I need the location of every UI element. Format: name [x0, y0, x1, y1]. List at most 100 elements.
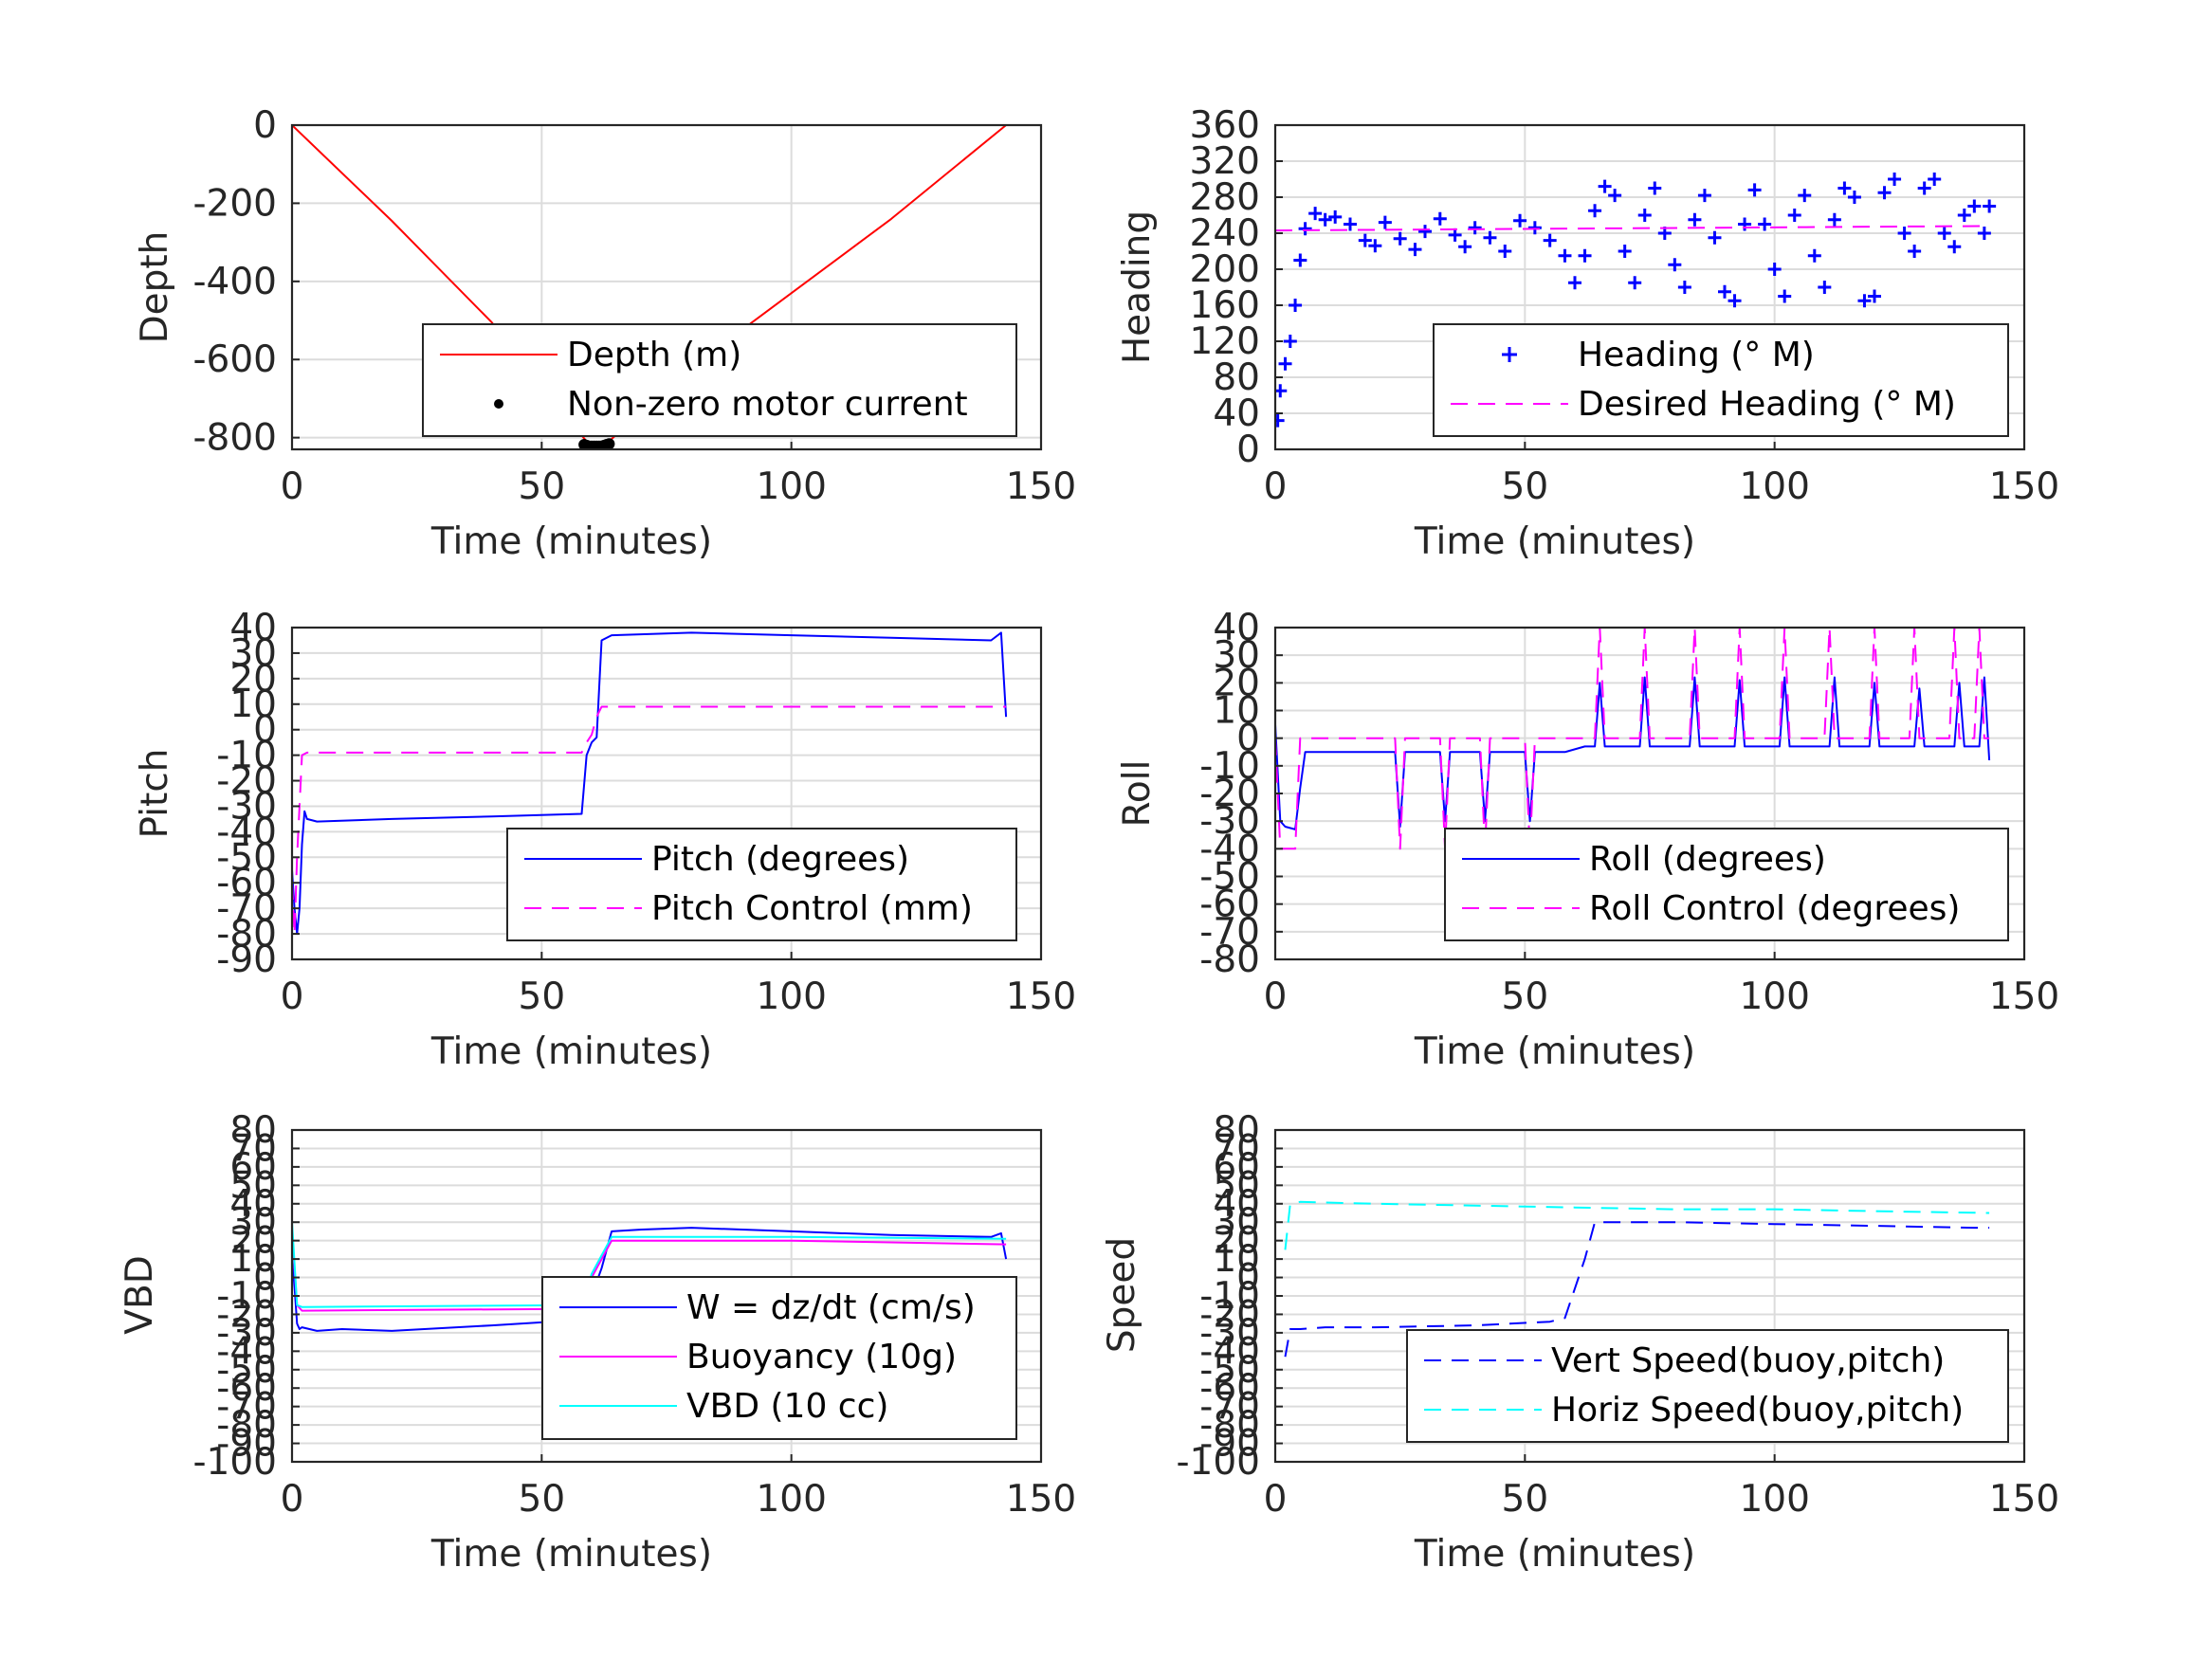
series-group — [292, 631, 1008, 936]
y-tick-label: -30 — [216, 785, 277, 828]
data-point — [1527, 221, 1542, 235]
x-tick-label: 0 — [281, 975, 304, 1018]
legend-box — [422, 323, 1017, 437]
y-tick-label: -40 — [216, 811, 277, 853]
y-tick-label: -20 — [1199, 773, 1260, 815]
data-point — [1967, 199, 1982, 213]
data-point — [1283, 335, 1297, 348]
x-axis-label: Time (minutes) — [1414, 520, 1695, 563]
data-point — [1827, 212, 1841, 227]
legend: Heading (° M) Desired Heading (° M) — [1433, 323, 2009, 437]
y-tick-label: -10 — [1199, 745, 1260, 788]
y-tick-label: 10 — [1213, 1238, 1260, 1281]
x-tick-label: 0 — [281, 1478, 304, 1521]
y-tick-label: 40 — [1213, 607, 1260, 649]
y-tick-label: -80 — [1199, 939, 1260, 981]
data-point — [1847, 191, 1861, 204]
y-tick-label: 30 — [229, 632, 277, 675]
x-axis-label: Time (minutes) — [430, 1533, 712, 1576]
data-point — [1618, 245, 1632, 258]
series-line-1 — [292, 631, 1008, 936]
legend-label: Pitch Control (mm) — [651, 889, 973, 928]
legend-label: W = dz/dt (cm/s) — [686, 1288, 976, 1327]
data-point — [1818, 281, 1832, 294]
data-point — [1868, 289, 1881, 303]
data-point — [1448, 228, 1462, 242]
y-axis-label: Heading — [1116, 210, 1159, 364]
axes-frame — [290, 123, 1043, 451]
x-tick-label: 0 — [1264, 1478, 1288, 1521]
y-tick-label: 0 — [253, 709, 277, 752]
y-tick-label: -40 — [1199, 828, 1260, 870]
legend: Pitch (degrees) Pitch Control (mm) — [506, 828, 1017, 941]
data-point — [1293, 253, 1307, 267]
legend-label: Heading (° M) — [1578, 336, 1815, 374]
legend-label: Buoyancy (10g) — [686, 1338, 957, 1376]
data-point — [1767, 263, 1782, 276]
chart-panel-4: 0 50 100 150-80-70-60-50-40-30-20-100102030… — [1116, 607, 2059, 1073]
y-tick-label: -30 — [1199, 1312, 1260, 1355]
legend-label: Depth (m) — [567, 336, 741, 374]
y-tick-label: 10 — [229, 684, 277, 726]
data-point — [1637, 209, 1652, 222]
series-markers-2 — [578, 438, 615, 449]
y-tick-label: 30 — [1213, 1201, 1260, 1244]
x-tick-label: 50 — [1502, 975, 1549, 1018]
data-point — [1598, 179, 1612, 193]
y-tick-label: -70 — [216, 887, 277, 930]
y-tick-label: 40 — [1213, 392, 1260, 435]
y-tick-label: 10 — [229, 1238, 277, 1281]
y-tick-label: 160 — [1190, 284, 1260, 327]
y-tick-label: 60 — [229, 1146, 277, 1189]
data-point — [1908, 245, 1922, 258]
data-point — [1787, 209, 1801, 222]
data-point — [1344, 217, 1357, 231]
data-point — [1275, 413, 1285, 428]
data-point — [1837, 181, 1852, 195]
legend-box — [1433, 323, 2009, 437]
x-axis-label: Time (minutes) — [430, 1030, 712, 1073]
data-point — [1857, 294, 1872, 308]
legend-label: VBD (10 cc) — [686, 1387, 888, 1426]
y-tick-label: -30 — [1199, 800, 1260, 843]
series-markers-1 — [1275, 173, 1997, 428]
x-tick-label: 100 — [756, 1478, 826, 1521]
data-point — [1917, 181, 1931, 195]
legend: W = dz/dt (cm/s) Buoyancy (10g) VBD (10 cc… — [541, 1276, 1017, 1440]
y-tick-label: -100 — [192, 1441, 277, 1484]
x-tick-label: 100 — [1739, 1478, 1809, 1521]
series-group — [292, 125, 1007, 449]
data-point — [1977, 227, 1991, 240]
y-tick-label: -20 — [216, 760, 277, 803]
y-tick-label: 20 — [229, 1220, 277, 1263]
legend-label: Non-zero motor current — [567, 385, 968, 424]
data-point — [1393, 231, 1407, 246]
y-tick-label: -10 — [216, 735, 277, 777]
y-tick-label: -10 — [216, 1275, 277, 1318]
series-line-2 — [292, 705, 1007, 936]
y-tick-label: 240 — [1190, 212, 1260, 255]
x-tick-label: 50 — [1502, 465, 1549, 508]
data-point — [1483, 230, 1497, 245]
y-tick-label: -40 — [216, 1330, 277, 1373]
series-line-2 — [1275, 225, 1990, 232]
x-axis-label: Time (minutes) — [1414, 1533, 1695, 1576]
data-point — [1568, 276, 1581, 290]
y-tick-label: -10 — [1199, 1275, 1260, 1318]
x-tick-label: 0 — [281, 465, 304, 508]
data-point — [1358, 233, 1372, 247]
data-point — [1328, 210, 1343, 224]
legend-box — [541, 1276, 1017, 1440]
data-point — [1498, 245, 1512, 258]
x-tick-label: 150 — [1989, 1478, 2059, 1521]
legend: Roll (degrees) Roll Control (degrees) — [1444, 828, 2009, 941]
data-point — [1677, 281, 1691, 294]
data-point — [1513, 213, 1527, 228]
y-tick-label: 20 — [1213, 1220, 1260, 1263]
data-point — [1648, 181, 1662, 195]
y-tick-label: -20 — [1199, 1293, 1260, 1336]
x-tick-label: 0 — [1264, 465, 1288, 508]
y-tick-label: -60 — [1199, 884, 1260, 926]
legend-box — [1406, 1329, 2009, 1443]
y-axis-label: Speed — [1101, 1237, 1143, 1353]
